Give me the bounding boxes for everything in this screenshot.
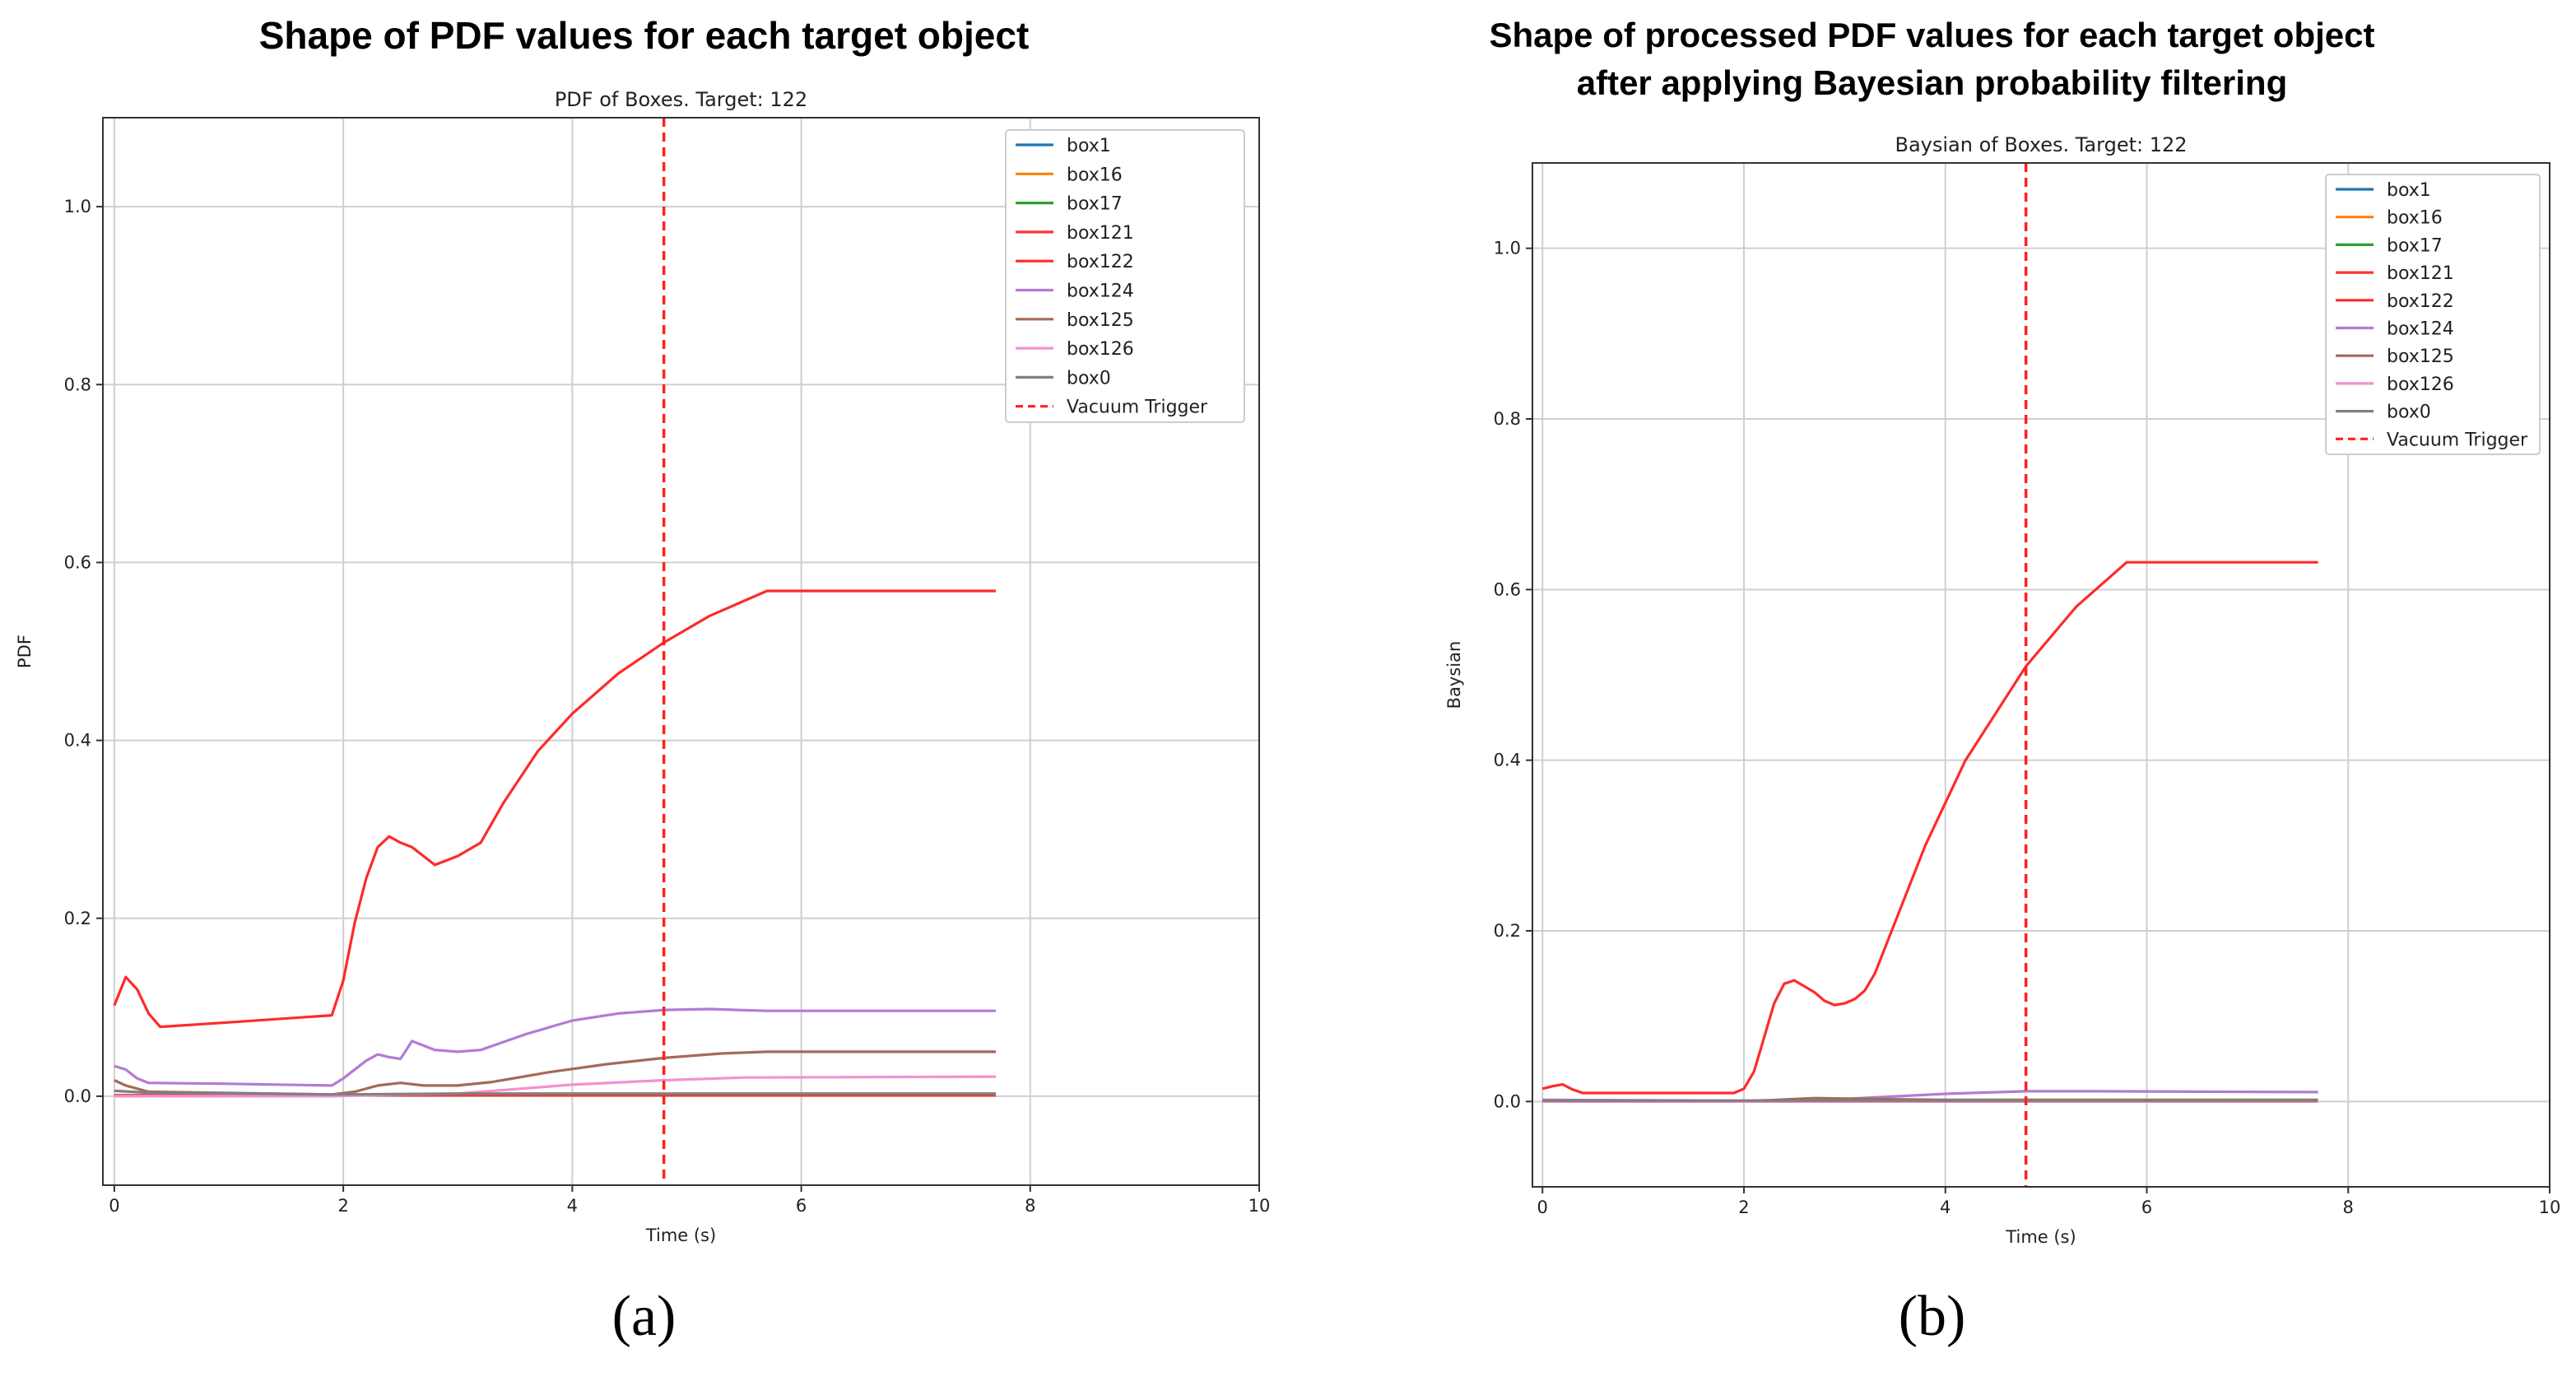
x-tick-label: 10 [1248,1196,1271,1216]
series-line-box124 [114,1007,996,1087]
figure-a-heading-line: Shape of PDF values for each target obje… [258,14,1030,57]
x-tick-label: 2 [337,1196,348,1216]
x-tick-label: 2 [1738,1198,1749,1217]
y-tick-label: 0.8 [1494,409,1521,429]
legend-label-box126: box126 [2387,374,2454,395]
series-line-box125 [114,1050,996,1096]
chart-a-xlabel: Time (s) [645,1226,716,1245]
x-tick-label: 4 [1940,1198,1951,1217]
chart-a-title: PDF of Boxes. Target: 122 [555,88,807,111]
legend-label-box126: box126 [1067,339,1134,360]
x-tick-label: 4 [567,1196,578,1216]
y-tick-label: 0.6 [64,552,91,572]
figure-panel-b: Shape of processed PDF values for each t… [1288,0,2576,1386]
legend-label-box0: box0 [1067,368,1111,388]
x-tick-label: 8 [2343,1198,2354,1217]
y-tick-label: 0.0 [1494,1091,1521,1111]
figure-b-heading: Shape of processed PDF values for each t… [1288,12,2576,107]
legend-label-box121: box121 [2387,263,2454,284]
legend-label-box0: box0 [2387,402,2431,423]
figure-b-heading-line-1: Shape of processed PDF values for each t… [1489,16,2375,54]
series-line-box122 [1541,560,2318,1095]
series-line-box126 [114,1075,997,1098]
x-tick-label: 10 [2539,1198,2561,1217]
figure-panel-a: Shape of PDF values for each target obje… [0,7,1288,1348]
legend-label-box124: box124 [2387,319,2454,340]
figure-b-heading-line-2: after applying Bayesian probability filt… [1576,63,2288,102]
legend-label-box16: box16 [1067,165,1123,185]
legend-label-box122: box122 [2387,291,2454,312]
y-tick-label: 0.8 [64,374,91,394]
chart-b: Baysian of Boxes. Target: 122 0 2 4 6 8 10 0.0 0… [1444,133,2561,1247]
legend-label-box124: box124 [1067,281,1134,302]
chart-a-legend: box1 box16 box17 box121 box122 box124 box125 bo… [1005,129,1245,423]
x-tick-label: 8 [1025,1196,1035,1216]
y-tick-label: 0.4 [1494,751,1521,770]
panel-b-label: (b) [1898,1285,1966,1348]
x-tick-label: 0 [1537,1198,1548,1217]
chart-b-ylabel: Baysian [1444,641,1464,709]
legend-label-box16: box16 [2387,208,2443,229]
legend-label-box125: box125 [2387,346,2454,367]
legend-label-box121: box121 [1067,223,1134,244]
chart-b-series [1541,560,2318,1103]
legend-label-box1: box1 [1067,136,1111,156]
series-line-box122 [113,589,996,1029]
legend-label-box1: box1 [2387,180,2431,201]
legend-box [2325,174,2541,455]
y-tick-label: 0.4 [64,731,91,751]
series-line-box0 [114,1089,996,1096]
chart-b-title: Baysian of Boxes. Target: 122 [1895,133,2187,156]
y-tick-label: 1.0 [64,197,91,216]
y-tick-label: 0.2 [64,909,91,928]
x-tick-label: 0 [109,1196,119,1216]
y-tick-label: 0.2 [1494,921,1521,941]
legend-label-box17: box17 [2387,235,2443,256]
chart-a: PDF of Boxes. Target: 122 0 2 4 6 8 10 0.0 0.2 0.… [15,88,1271,1245]
legend-label-box17: box17 [1067,194,1123,215]
legend-label-box125: box125 [1067,310,1134,331]
y-tick-label: 0.0 [64,1086,91,1106]
chart-b-frame [1532,162,2550,1188]
y-tick-label: 0.6 [1494,579,1521,599]
y-tick-label: 1.0 [1494,239,1521,258]
x-tick-label: 6 [796,1196,807,1216]
chart-a-ylabel: PDF [15,635,35,668]
figure-a-heading: Shape of PDF values for each target obje… [0,7,1288,64]
panel-a-label: (a) [611,1285,677,1348]
legend-label-box122: box122 [1067,252,1134,272]
legend-label-vacuum-trigger: Vacuum Trigger [1067,398,1208,418]
chart-b-xlabel: Time (s) [2005,1227,2076,1247]
x-tick-label: 6 [2141,1198,2152,1217]
chart-b-legend: box1 box16 box17 box121 box122 box124 box125 bo… [2325,174,2541,455]
chart-a-frame [102,117,1260,1186]
legend-box [1005,129,1245,423]
legend-label-vacuum-trigger: Vacuum Trigger [2387,430,2528,450]
chart-a-series [113,589,997,1098]
